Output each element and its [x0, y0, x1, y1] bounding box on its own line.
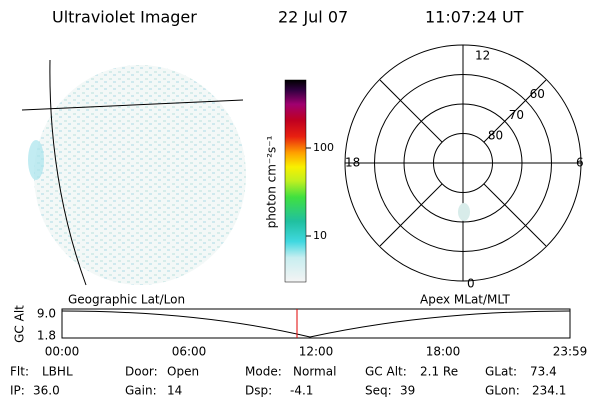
- mlat-circle: [433, 133, 493, 193]
- info-value: Normal: [293, 365, 336, 379]
- alt-frame: [61, 308, 571, 339]
- alt-ylabel: GC Alt: [13, 305, 27, 343]
- mlt-label: 6: [576, 156, 584, 170]
- alt-curve: [61, 310, 571, 338]
- info-label: Gain:: [125, 384, 157, 398]
- colorbar-tick-label: 10: [313, 229, 327, 242]
- alt-xtick: 00:00: [45, 345, 80, 359]
- mlat-label: 70: [509, 108, 524, 122]
- info-value: 36.0: [33, 384, 60, 398]
- mlat-circle: [403, 103, 523, 223]
- info-value: -4.1: [290, 384, 313, 398]
- colorbar: [284, 79, 307, 283]
- mlat-circle: [374, 74, 552, 252]
- date: 22 Jul 07: [278, 8, 348, 27]
- image-label: Geographic Lat/Lon: [68, 293, 185, 307]
- info-value: Open: [167, 365, 199, 379]
- colorbar-label: photon cm⁻²s⁻¹: [265, 135, 279, 228]
- info-value: 2.1 Re: [420, 365, 458, 379]
- mlat-label: 80: [488, 129, 503, 143]
- info-label: Seq:: [365, 384, 392, 398]
- info-label: Flt:: [10, 365, 29, 379]
- mlat-label: 60: [530, 87, 545, 101]
- mlt-label: 12: [475, 49, 490, 63]
- polar-plot: [344, 44, 582, 282]
- info-label: GC Alt:: [365, 365, 407, 379]
- mlt-label: 18: [345, 156, 360, 170]
- polar-blob: [458, 203, 470, 221]
- alt-xtick: 18:00: [426, 345, 461, 359]
- info-value: LBHL: [42, 365, 73, 379]
- alt-xtick: 23:59: [553, 345, 588, 359]
- mlt-label: 0: [467, 277, 475, 291]
- uv-image: [21, 59, 246, 286]
- info-label: Dsp:: [245, 384, 272, 398]
- info-label: IP:: [10, 384, 25, 398]
- alt-xtick: 06:00: [172, 345, 207, 359]
- info-value: 39: [400, 384, 415, 398]
- alt-xtick: 12:00: [299, 345, 334, 359]
- title: Ultraviolet Imager: [52, 8, 197, 27]
- time: 11:07:24 UT: [425, 8, 524, 27]
- alt-ytick: 1.8: [37, 329, 56, 343]
- polar-label: Apex MLat/MLT: [420, 293, 510, 307]
- info-label: Mode:: [245, 365, 282, 379]
- info-label: GLat:: [485, 365, 517, 379]
- info-value: 14: [167, 384, 182, 398]
- info-value: 73.4: [530, 365, 557, 379]
- info-value: 234.1: [532, 384, 566, 398]
- info-label: GLon:: [485, 384, 520, 398]
- alt-ytick: 9.0: [37, 307, 56, 321]
- info-label: Door:: [125, 365, 158, 379]
- colorbar-tick-label: 100: [313, 141, 334, 154]
